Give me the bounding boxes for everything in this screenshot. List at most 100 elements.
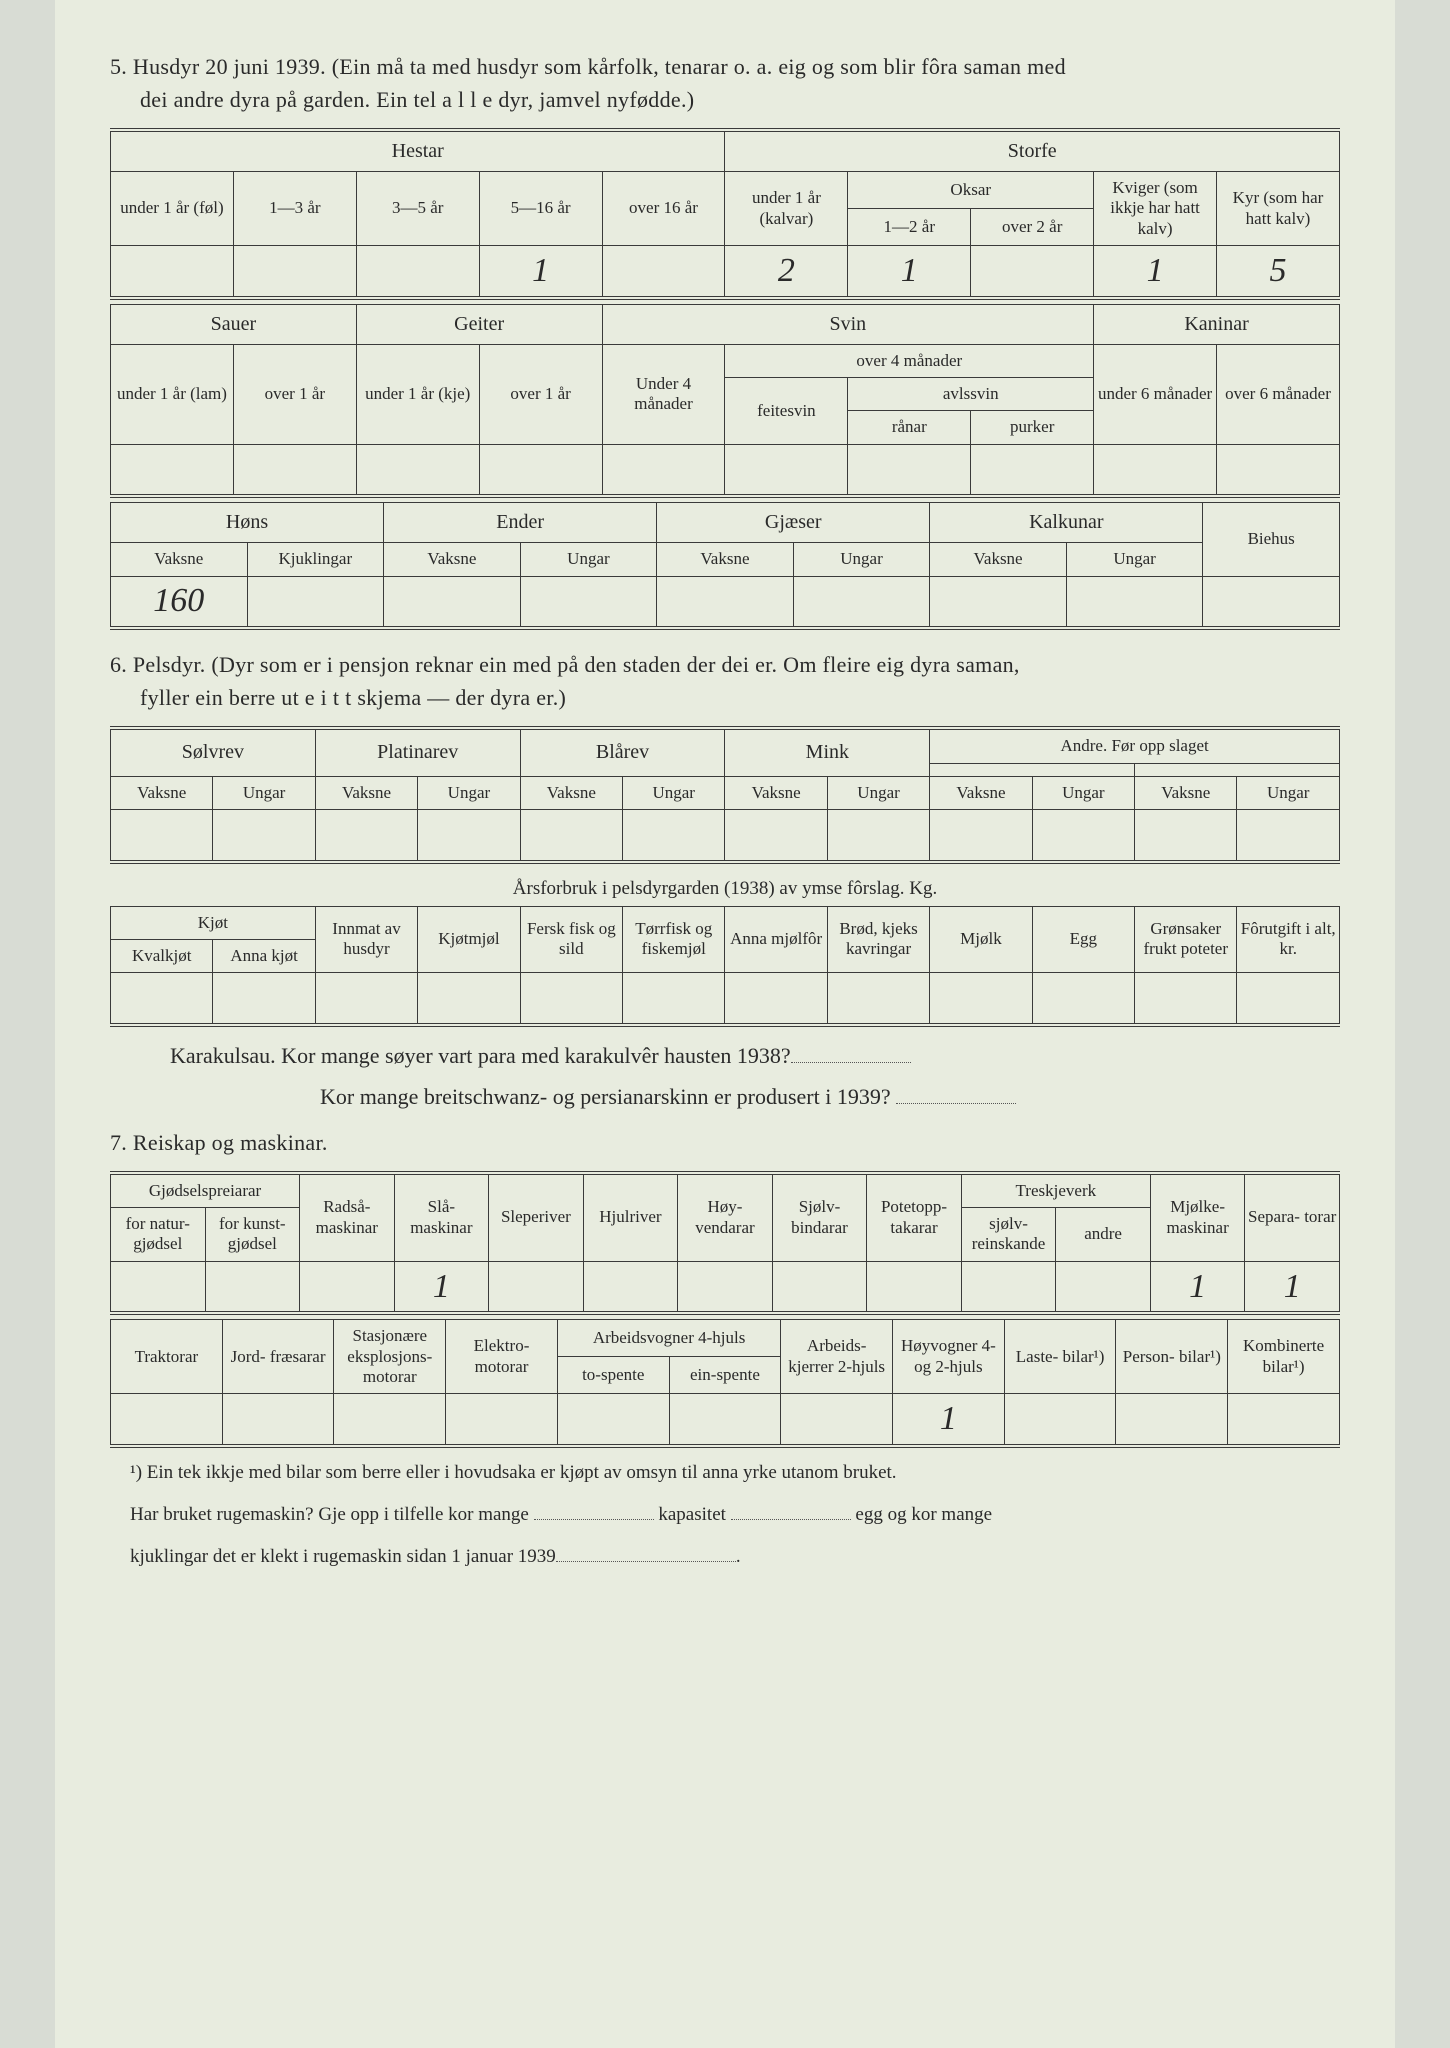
pd10[interactable] <box>1135 810 1237 862</box>
r2v4[interactable] <box>557 1394 669 1446</box>
svin-val-2[interactable] <box>848 444 971 496</box>
r2v6[interactable] <box>781 1394 893 1446</box>
r1-c2: Sleperiver <box>489 1173 584 1262</box>
f-v2: Vaksne <box>520 776 622 809</box>
pd3[interactable] <box>418 810 520 862</box>
fv2[interactable] <box>315 973 417 1025</box>
fn3-blank[interactable] <box>556 1543 736 1562</box>
biehus-header: Biehus <box>1203 503 1340 576</box>
kaninar-val-1[interactable] <box>1217 444 1340 496</box>
karakul-q1-blank[interactable] <box>791 1041 911 1063</box>
r1v5[interactable] <box>583 1261 678 1313</box>
poultry-c1: Kjuklingar <box>247 543 384 576</box>
sauer-val-0[interactable] <box>111 444 234 496</box>
r2v1[interactable] <box>222 1394 334 1446</box>
gjodsel-header: Gjødselspreiarar <box>111 1173 300 1208</box>
fn2-blank1[interactable] <box>534 1501 654 1520</box>
r2v7[interactable]: 1 <box>893 1394 1005 1446</box>
r2v5[interactable] <box>669 1394 781 1446</box>
pd2[interactable] <box>315 810 417 862</box>
poultry-v3[interactable] <box>520 576 657 628</box>
fv6[interactable] <box>725 973 827 1025</box>
feed-table: Kjøt Innmat av husdyr Kjøtmjøl Fersk fis… <box>110 906 1340 1027</box>
storfe-val-0[interactable]: 2 <box>725 246 848 298</box>
pd0[interactable] <box>111 810 213 862</box>
fv5[interactable] <box>623 973 725 1025</box>
svin-val-3[interactable] <box>971 444 1094 496</box>
r1v10[interactable] <box>1056 1261 1151 1313</box>
r2v9[interactable] <box>1116 1394 1228 1446</box>
pd5[interactable] <box>623 810 725 862</box>
fv3[interactable] <box>418 973 520 1025</box>
r2v2[interactable] <box>334 1394 446 1446</box>
r1v3[interactable]: 1 <box>394 1261 489 1313</box>
fv4[interactable] <box>520 973 622 1025</box>
r2v3[interactable] <box>446 1394 558 1446</box>
section-6-line-2: fyller ein berre ut e i t t skjema — der… <box>140 681 566 714</box>
fv0[interactable] <box>111 973 213 1025</box>
fv10[interactable] <box>1135 973 1237 1025</box>
hestar-val-0[interactable] <box>111 246 234 298</box>
r1v0[interactable] <box>111 1261 206 1313</box>
pd11[interactable] <box>1237 810 1340 862</box>
f-v5: Vaksne <box>1135 776 1237 809</box>
fv8[interactable] <box>930 973 1032 1025</box>
poultry-v1[interactable] <box>247 576 384 628</box>
storfe-val-3[interactable]: 1 <box>1094 246 1217 298</box>
reiskap-table-2: Traktorar Jord- fræsarar Stasjonære eksp… <box>110 1319 1340 1448</box>
sauer-val-1[interactable] <box>233 444 356 496</box>
fn2-blank2[interactable] <box>731 1501 851 1520</box>
hestar-val-2[interactable] <box>356 246 479 298</box>
poultry-v4[interactable] <box>657 576 794 628</box>
r1v6[interactable] <box>678 1261 773 1313</box>
karakul-q2-blank[interactable] <box>896 1082 1016 1104</box>
hestar-val-4[interactable] <box>602 246 725 298</box>
pd7[interactable] <box>827 810 929 862</box>
fv1[interactable] <box>213 973 315 1025</box>
r2v8[interactable] <box>1004 1394 1116 1446</box>
pd6[interactable] <box>725 810 827 862</box>
r1v12[interactable]: 1 <box>1245 1261 1340 1313</box>
r1v2[interactable] <box>300 1261 395 1313</box>
storfe-val-1[interactable]: 1 <box>848 246 971 298</box>
poultry-v0[interactable]: 160 <box>111 576 248 628</box>
andre-b[interactable] <box>1135 763 1340 776</box>
hestar-col-4: over 16 år <box>602 172 725 246</box>
svin-val-0[interactable] <box>602 444 725 496</box>
poultry-v2[interactable] <box>384 576 521 628</box>
pd4[interactable] <box>520 810 622 862</box>
storfe-val-4[interactable]: 5 <box>1217 246 1340 298</box>
pd8[interactable] <box>930 810 1032 862</box>
r2v0[interactable] <box>111 1394 223 1446</box>
poultry-v7[interactable] <box>1066 576 1203 628</box>
r2v10[interactable] <box>1228 1394 1340 1446</box>
r2b-c3: Person- bilar¹) <box>1116 1320 1228 1394</box>
r1v9[interactable] <box>961 1261 1056 1313</box>
poultry-v8[interactable] <box>1203 576 1340 628</box>
andre-a[interactable] <box>930 763 1135 776</box>
fn2b: kapasitet <box>658 1504 730 1525</box>
fv9[interactable] <box>1032 973 1134 1025</box>
poultry-table: Høns Ender Gjæser Kalkunar Biehus Vaksne… <box>110 502 1340 630</box>
poultry-v5[interactable] <box>793 576 930 628</box>
svin-purker: purker <box>971 411 1094 444</box>
poultry-v6[interactable] <box>930 576 1067 628</box>
footnote-2: Har bruket rugemaskin? Gje opp i tilfell… <box>130 1498 1340 1532</box>
fv11[interactable] <box>1237 973 1340 1025</box>
fv7[interactable] <box>827 973 929 1025</box>
geiter-val-0[interactable] <box>356 444 479 496</box>
hestar-val-1[interactable] <box>233 246 356 298</box>
pd9[interactable] <box>1032 810 1134 862</box>
r1-c4: Høy- vendarar <box>678 1173 773 1262</box>
r1v8[interactable] <box>867 1261 962 1313</box>
hestar-val-3[interactable]: 1 <box>479 246 602 298</box>
storfe-val-2[interactable] <box>971 246 1094 298</box>
svin-val-1[interactable] <box>725 444 848 496</box>
r1v11[interactable]: 1 <box>1150 1261 1245 1313</box>
r1v4[interactable] <box>489 1261 584 1313</box>
pd1[interactable] <box>213 810 315 862</box>
kaninar-val-0[interactable] <box>1094 444 1217 496</box>
r1v1[interactable] <box>205 1261 300 1313</box>
r1v7[interactable] <box>772 1261 867 1313</box>
geiter-val-1[interactable] <box>479 444 602 496</box>
